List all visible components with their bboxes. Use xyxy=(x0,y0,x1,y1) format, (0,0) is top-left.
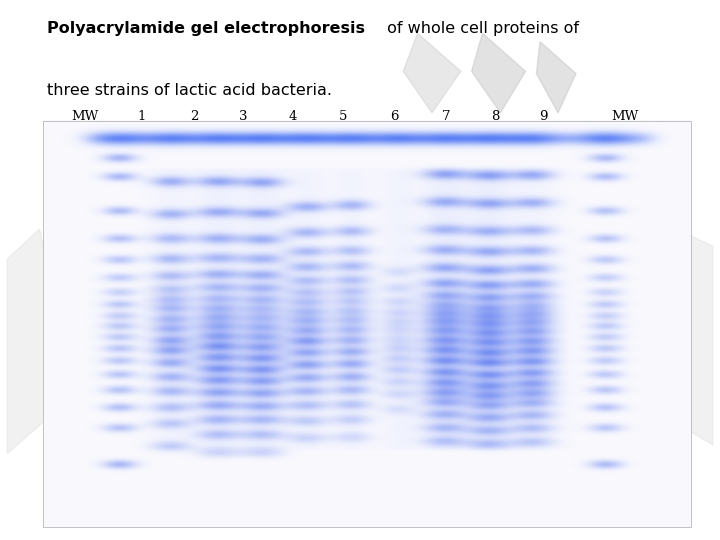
Polygon shape xyxy=(670,229,713,445)
Text: 3: 3 xyxy=(239,110,248,123)
Text: of whole cell proteins of: of whole cell proteins of xyxy=(382,22,579,36)
Text: 5: 5 xyxy=(338,110,347,123)
Text: 6: 6 xyxy=(390,110,399,123)
Polygon shape xyxy=(403,33,461,113)
Text: 8: 8 xyxy=(491,110,500,123)
Text: three strains of lactic acid bacteria.: three strains of lactic acid bacteria. xyxy=(47,83,332,98)
Polygon shape xyxy=(7,229,50,454)
Text: 1: 1 xyxy=(138,110,146,123)
Polygon shape xyxy=(472,33,526,113)
Polygon shape xyxy=(536,42,576,113)
Text: MW: MW xyxy=(71,110,99,123)
Text: 4: 4 xyxy=(289,110,297,123)
Text: 9: 9 xyxy=(539,110,548,123)
Text: Polyacrylamide gel electrophoresis: Polyacrylamide gel electrophoresis xyxy=(47,22,365,36)
Text: 7: 7 xyxy=(442,110,451,123)
Text: 2: 2 xyxy=(190,110,199,123)
Text: MW: MW xyxy=(611,110,639,123)
